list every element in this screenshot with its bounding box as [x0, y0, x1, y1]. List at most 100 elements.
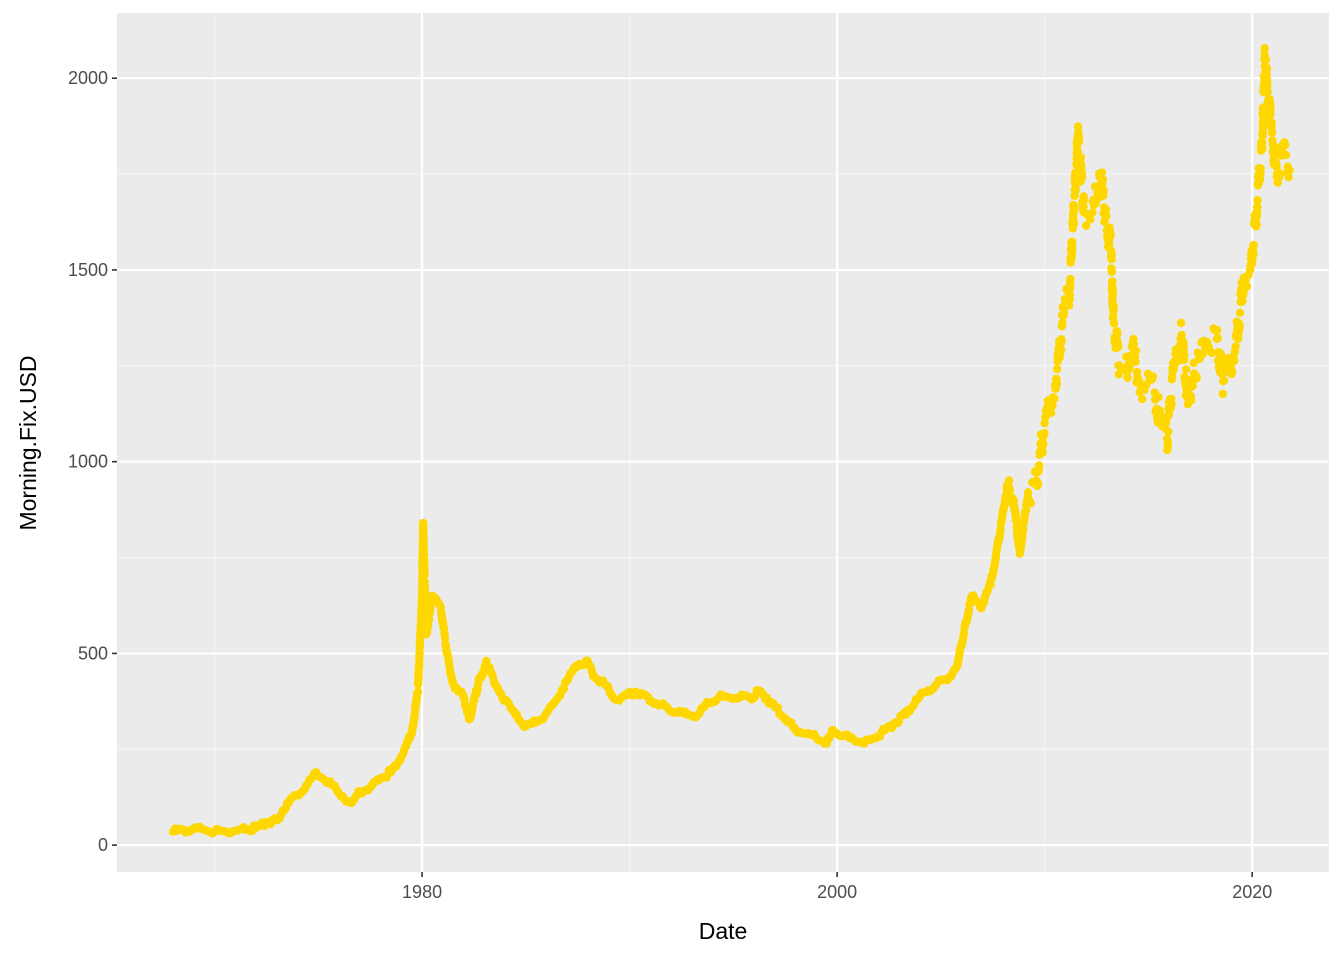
data-point: [1123, 373, 1132, 382]
data-point: [1040, 428, 1049, 438]
data-point: [1058, 318, 1067, 327]
data-point: [1129, 339, 1139, 349]
data-point: [1252, 220, 1261, 229]
data-point: [1164, 427, 1173, 436]
y-tick-label: 1000: [68, 452, 108, 472]
data-point: [440, 634, 450, 643]
data-point: [1260, 44, 1269, 53]
data-point: [1050, 394, 1059, 403]
data-point: [1109, 319, 1119, 328]
y-tick-label: 1500: [68, 260, 108, 280]
data-point: [1218, 389, 1228, 399]
x-tick-label: 2020: [1232, 882, 1272, 902]
data-point: [1253, 195, 1262, 205]
data-point: [1074, 136, 1084, 146]
data-point: [1235, 323, 1244, 332]
data-point: [1018, 525, 1028, 534]
data-point: [1131, 346, 1141, 356]
data-point: [1163, 438, 1173, 447]
data-point: [1108, 277, 1117, 286]
data-point: [1107, 254, 1116, 264]
data-point: [1066, 274, 1075, 284]
data-points: [168, 44, 1294, 838]
data-point: [1081, 221, 1091, 230]
data-point: [1230, 356, 1239, 366]
data-point: [1256, 164, 1265, 173]
data-point: [1192, 373, 1202, 382]
data-point: [1262, 64, 1272, 73]
y-axis-title: Morning.Fix.USD: [15, 355, 41, 530]
data-point: [1068, 246, 1077, 255]
data-point: [1227, 367, 1237, 376]
data-point: [1107, 267, 1117, 277]
data-point: [1219, 376, 1229, 385]
data-point: [1253, 202, 1262, 212]
data-point: [1179, 341, 1189, 351]
x-tick-label: 2000: [817, 882, 857, 902]
data-point: [1066, 282, 1075, 292]
data-point: [1213, 333, 1222, 343]
data-point: [1065, 294, 1075, 304]
data-point: [1249, 249, 1258, 258]
data-point: [1235, 308, 1245, 318]
data-point: [1176, 318, 1186, 328]
data-point: [1207, 348, 1217, 358]
data-point: [1033, 479, 1043, 489]
data-point: [1258, 144, 1267, 153]
data-point: [1249, 240, 1258, 250]
y-tick-label: 0: [98, 835, 108, 855]
data-point: [1148, 372, 1158, 381]
data-point: [1079, 202, 1088, 211]
data-point: [1284, 172, 1293, 182]
grid-lines: [117, 13, 1329, 872]
data-point: [1106, 230, 1115, 239]
data-point: [1162, 418, 1171, 427]
data-point: [1267, 128, 1277, 137]
data-point: [1056, 345, 1066, 354]
data-point: [1098, 175, 1107, 184]
axes: 1980 2000 2020 0 500 1000 1500 2000: [68, 68, 1272, 902]
data-point: [1086, 215, 1095, 224]
data-point: [1057, 336, 1066, 346]
data-point: [1261, 55, 1271, 64]
data-point: [1079, 195, 1089, 205]
data-point: [1259, 117, 1268, 126]
data-point: [1266, 110, 1275, 119]
data-point: [1267, 118, 1276, 128]
data-point: [1231, 342, 1240, 351]
data-point: [1187, 396, 1196, 405]
data-point: [1266, 102, 1275, 112]
data-point: [1213, 326, 1222, 335]
data-point: [1198, 350, 1207, 359]
data-point: [1242, 282, 1252, 291]
data-point: [1114, 342, 1123, 352]
data-point: [1113, 330, 1122, 339]
data-point: [1285, 166, 1294, 175]
data-point: [1071, 183, 1080, 193]
data-point: [1125, 363, 1134, 373]
data-point: [1180, 350, 1189, 360]
data-point: [1281, 150, 1291, 160]
data-point: [1067, 252, 1077, 262]
data-point: [1052, 379, 1062, 389]
data-point: [1177, 330, 1186, 340]
data-point: [1039, 440, 1048, 449]
data-point: [1102, 211, 1111, 221]
data-point: [1101, 205, 1111, 214]
data-point: [1023, 488, 1033, 497]
data-point: [559, 684, 569, 694]
y-tick-label: 500: [78, 643, 108, 663]
y-tick-label: 2000: [68, 68, 108, 88]
data-point: [1038, 447, 1047, 456]
data-point: [1109, 301, 1118, 311]
data-point: [1131, 357, 1140, 367]
data-point: [1167, 399, 1176, 409]
data-point: [1088, 208, 1097, 217]
data-point: [1068, 237, 1077, 247]
data-point: [1005, 485, 1015, 494]
plot-panel: [117, 13, 1329, 872]
data-point: [1280, 140, 1290, 150]
data-point: [1034, 461, 1044, 470]
data-point: [413, 687, 423, 697]
